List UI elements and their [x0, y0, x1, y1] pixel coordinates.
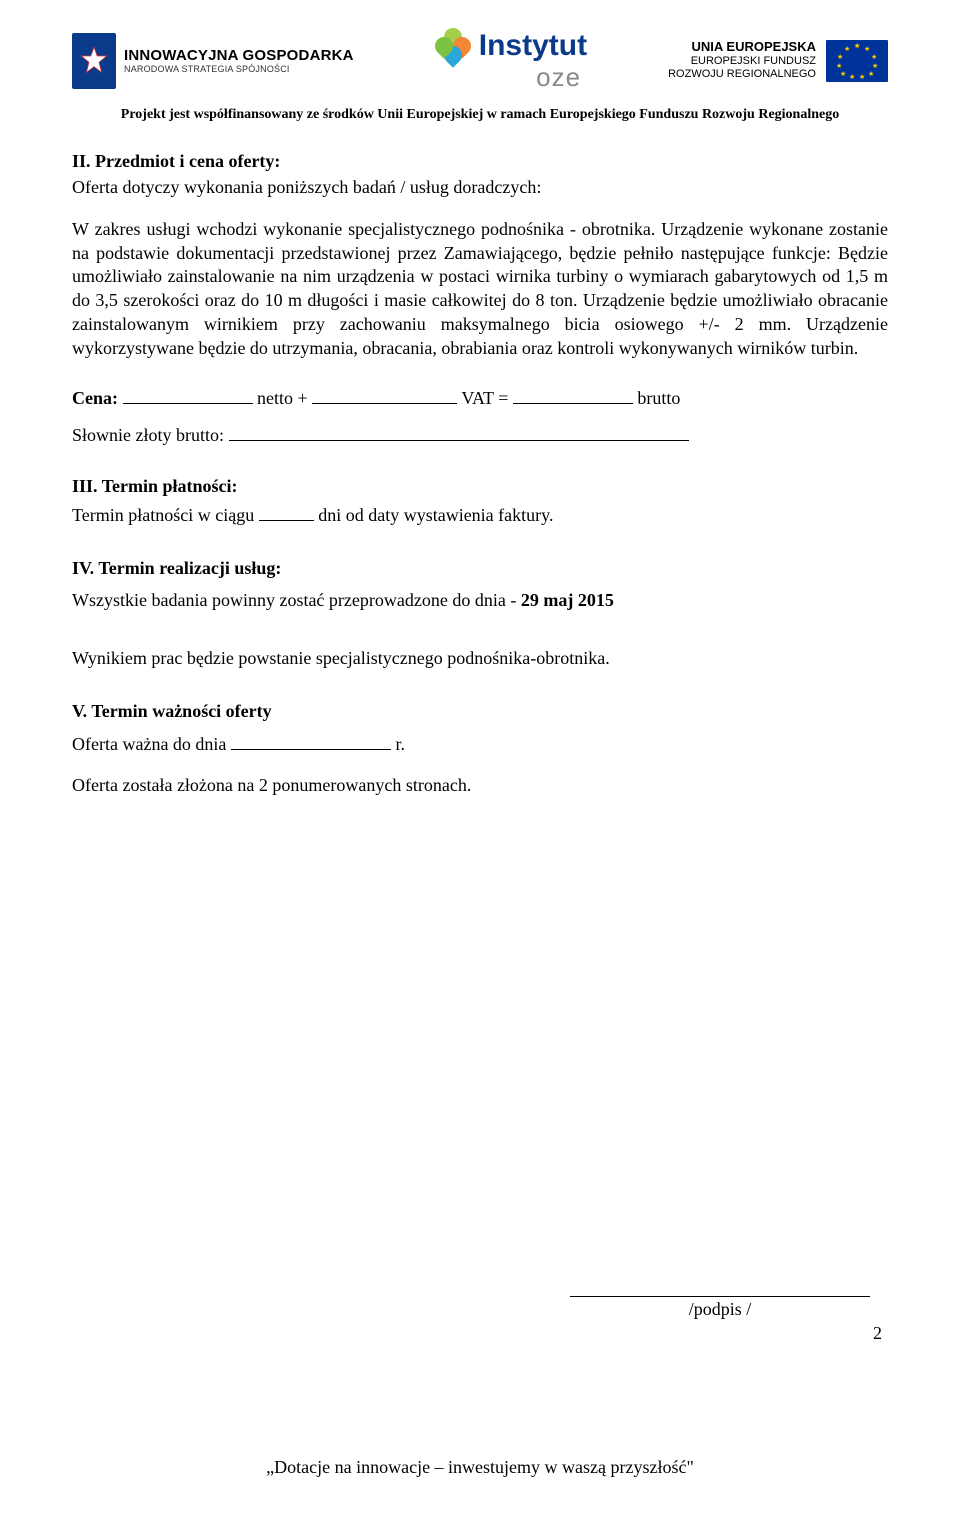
brutto-blank[interactable] [513, 386, 633, 404]
section-5: V. Termin ważności oferty Oferta ważna d… [72, 701, 888, 799]
section-3-post: dni od daty wystawienia faktury. [314, 505, 554, 525]
logo-instytut-oze: Instytut oze [435, 28, 587, 93]
section-5-valid: Oferta ważna do dnia r. [72, 732, 888, 757]
signature-area: /podpis / [570, 1281, 870, 1320]
section-3-pre: Termin płatności w ciągu [72, 505, 259, 525]
section-3-heading: III. Termin płatności: [72, 476, 888, 497]
section-2: II. Przedmiot i cena oferty: Oferta doty… [72, 151, 888, 360]
eu-line3: ROZWOJU REGIONALNEGO [668, 68, 816, 81]
project-financing-line: Projekt jest współfinansowany ze środków… [72, 107, 888, 123]
slownie-blank[interactable] [229, 423, 689, 441]
cena-blank[interactable] [123, 386, 253, 404]
valid-date-blank[interactable] [231, 732, 391, 750]
vat-text: VAT = [461, 388, 513, 408]
section-4-heading: IV. Termin realizacji usług: [72, 558, 888, 579]
slownie-line: Słownie złoty brutto: [72, 423, 888, 446]
section-3: III. Termin płatności: Termin płatności … [72, 476, 888, 528]
eu-line1: UNIA EUROPEJSKA [668, 40, 816, 55]
section-4-pre: Wszystkie badania powinny zostać przepro… [72, 590, 521, 610]
signature-line[interactable] [570, 1281, 870, 1297]
page-number: 2 [873, 1323, 882, 1344]
logo-unia-europejska: UNIA EUROPEJSKA EUROPEJSKI FUNDUSZ ROZWO… [668, 40, 888, 82]
netto-text: netto + [257, 388, 312, 408]
oze-flower-icon [435, 28, 471, 64]
oze-sub: oze [536, 62, 581, 93]
instytut-name: Instytut [479, 29, 587, 63]
section-5-heading: V. Termin ważności oferty [72, 701, 888, 722]
ig-star-badge-icon [72, 33, 116, 89]
header-logos: INNOWACYJNA GOSPODARKA NARODOWA STRATEGI… [72, 28, 888, 93]
section-4: IV. Termin realizacji usług: Wszystkie b… [72, 558, 888, 671]
section-2-heading: II. Przedmiot i cena oferty: [72, 151, 888, 172]
section-3-text: Termin płatności w ciągu dni od daty wys… [72, 503, 888, 528]
section-5-pages: Oferta została złożona na 2 ponumerowany… [72, 774, 888, 798]
section-2-paragraph: W zakres usługi wchodzi wykonanie specja… [72, 218, 888, 361]
eu-flag-icon: ★ ★ ★ ★ ★ ★ ★ ★ ★ ★ ★ ★ [826, 40, 888, 82]
slownie-label: Słownie złoty brutto: [72, 425, 229, 445]
vat-amount-blank[interactable] [312, 386, 457, 404]
ig-title: INNOWACYJNA GOSPODARKA [124, 48, 354, 63]
price-line: Cena: netto + VAT = brutto [72, 386, 888, 409]
section-2-intro: Oferta dotyczy wykonania poniższych bada… [72, 176, 888, 200]
logo-innowacyjna-gospodarka: INNOWACYJNA GOSPODARKA NARODOWA STRATEGI… [72, 33, 354, 89]
days-blank[interactable] [259, 503, 314, 521]
cena-label: Cena: [72, 388, 118, 408]
eu-line2: EUROPEJSKI FUNDUSZ [668, 55, 816, 68]
valid-pre: Oferta ważna do dnia [72, 734, 231, 754]
completion-date: 29 maj 2015 [521, 590, 614, 610]
section-4-text: Wszystkie badania powinny zostać przepro… [72, 589, 888, 613]
brutto-text: brutto [637, 388, 680, 408]
footer-slogan: „Dotacje na innowacje – inwestujemy w wa… [0, 1457, 960, 1478]
ig-subtitle: NARODOWA STRATEGIA SPÓJNOŚCI [124, 65, 354, 74]
signature-label: /podpis / [570, 1299, 870, 1320]
section-4-result: Wynikiem prac będzie powstanie specjalis… [72, 647, 888, 671]
valid-post: r. [391, 734, 405, 754]
